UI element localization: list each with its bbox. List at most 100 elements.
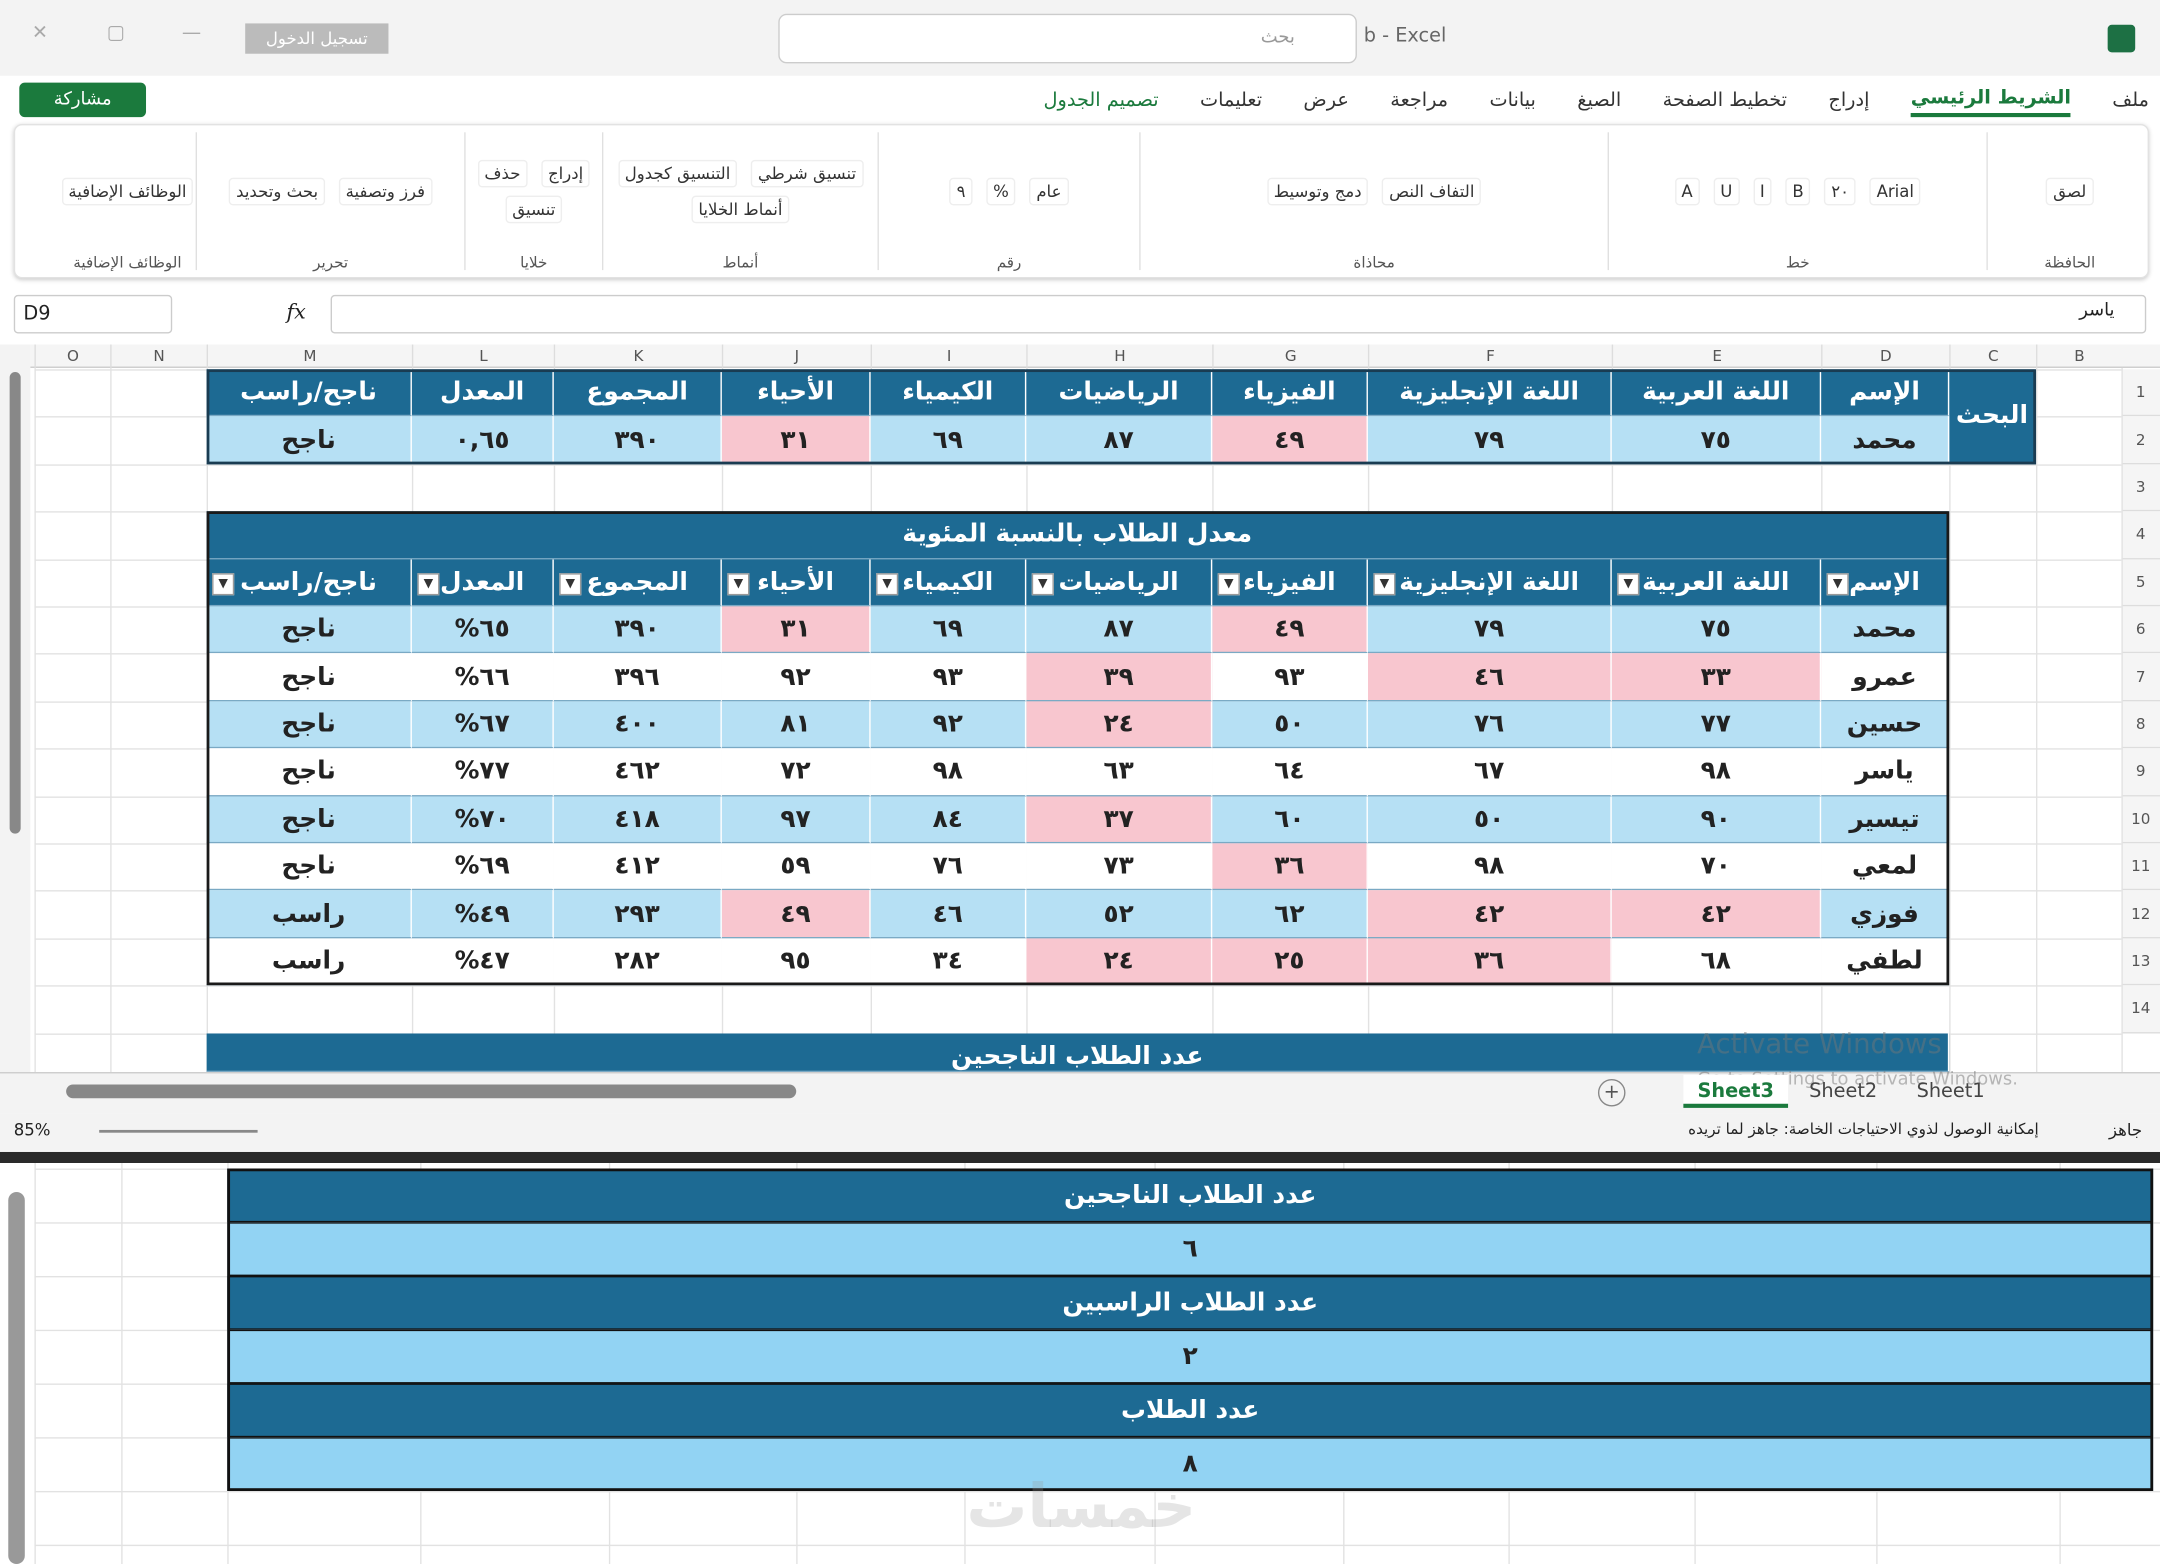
ribbon-tab[interactable]: ملف: [2112, 88, 2149, 111]
sheet-tab[interactable]: Sheet3: [1683, 1074, 1789, 1108]
grid-line: [2121, 367, 2123, 1073]
ribbon-button[interactable]: U: [1713, 177, 1740, 206]
window-control[interactable]: ▢: [106, 22, 125, 45]
summary-label: عدد الطلاب: [227, 1383, 2154, 1438]
column-header: K: [553, 344, 722, 368]
filter-button[interactable]: ▼: [1373, 572, 1396, 595]
ribbon-button[interactable]: دمج وتوسيط: [1266, 177, 1369, 206]
ribbon-group-name: خلايا: [520, 253, 548, 272]
table-cell: ٤١٢: [553, 843, 722, 891]
search-label: البحث: [1949, 369, 2037, 465]
table-cell: ٦٢: [1212, 890, 1368, 939]
ribbon-tab[interactable]: الشريط الرئيسي: [1910, 87, 2071, 118]
ribbon-tab[interactable]: الصيغ: [1577, 88, 1622, 111]
ribbon-button[interactable]: بحث وتحديد: [229, 177, 326, 206]
search-box[interactable]: [778, 13, 1357, 64]
ribbon-button[interactable]: ٢٠: [1824, 177, 1856, 206]
filter-button[interactable]: ▼: [1031, 572, 1054, 595]
ribbon-group-name: رقم: [996, 253, 1022, 272]
row-header: 13: [2121, 938, 2160, 986]
ribbon-button[interactable]: I: [1753, 177, 1772, 206]
fx-label: fx: [286, 299, 306, 324]
sheet-tab[interactable]: Sheet2: [1809, 1080, 1878, 1103]
ribbon-tab[interactable]: مراجعة: [1390, 88, 1449, 111]
table-cell: ٧٧: [1611, 701, 1822, 749]
add-sheet[interactable]: +: [1597, 1078, 1626, 1107]
table-header-cell: الكيمياء: [870, 369, 1027, 417]
table-header-cell: الكيمياء ▼: [870, 558, 1027, 607]
row-header: 2: [2121, 416, 2160, 465]
formula-input[interactable]: [330, 294, 2147, 334]
sheet-tab[interactable]: Sheet1: [1916, 1080, 1985, 1103]
ribbon-button[interactable]: %: [986, 177, 1016, 206]
ribbon-tab[interactable]: عرض: [1303, 88, 1349, 111]
ribbon-separator: [1139, 132, 1141, 271]
table-border: [206, 369, 2037, 465]
ribbon-group-name: تحرير: [313, 253, 349, 272]
ribbon-tab[interactable]: تخطيط الصفحة: [1662, 88, 1788, 111]
table-header-cell: الفيزياء: [1212, 369, 1368, 417]
table-cell: ٨٤: [870, 795, 1027, 844]
ribbon-group-items: إدراج حذف تنسيق: [468, 135, 599, 248]
ribbon-button[interactable]: Arial: [1869, 177, 1921, 206]
ribbon-group-items: Arial ٢٠ B I U A: [1612, 135, 1984, 248]
ribbon-button[interactable]: A: [1674, 177, 1700, 206]
horizontal-scroll-thumb: [66, 1084, 797, 1099]
ribbon-button[interactable]: B: [1785, 177, 1811, 206]
share-button[interactable]: مشاركة: [19, 82, 147, 118]
ribbon-button[interactable]: الوظائف الإضافية: [61, 177, 194, 206]
table-cell: ناجح: [206, 795, 412, 844]
column-header: C: [1949, 344, 2036, 368]
filter-button[interactable]: ▼: [727, 572, 750, 595]
table-header-cell: المجموع: [553, 369, 722, 417]
table-cell: ٧٣: [1026, 843, 1213, 891]
ribbon-button[interactable]: تنسيق شرطي: [750, 159, 864, 188]
table-cell: ٦٧: [1367, 748, 1612, 796]
ribbon-button[interactable]: لصق: [2046, 177, 2094, 206]
ribbon-button[interactable]: إدراج: [541, 159, 591, 188]
table-cell: محمد: [1821, 606, 1950, 654]
row-header: 11: [2121, 843, 2160, 891]
window-control[interactable]: —: [181, 22, 202, 45]
table-header-cell: اللغة الإنجليزية ▼: [1367, 558, 1612, 607]
table-cell: ٤٦: [870, 890, 1027, 939]
ribbon-button[interactable]: التنسيق كجدول: [617, 159, 738, 188]
sign-in-button[interactable]: تسجيل الدخول: [245, 23, 389, 54]
row-header: 8: [2121, 701, 2160, 749]
ribbon-tab[interactable]: تصميم الجدول: [1043, 88, 1159, 111]
table-header-cell: الإسم: [1821, 369, 1950, 417]
ribbon-tab[interactable]: تعليمات: [1200, 88, 1263, 111]
table-header-cell: الرياضيات: [1026, 369, 1213, 417]
window-control[interactable]: ✕: [31, 22, 49, 45]
filter-button[interactable]: ▼: [417, 572, 440, 595]
ribbon-button[interactable]: التفاف النص: [1382, 177, 1482, 206]
ribbon-tab[interactable]: بيانات: [1489, 88, 1536, 111]
filter-button[interactable]: ▼: [1217, 572, 1240, 595]
table-header-cell: المجموع ▼: [553, 558, 722, 607]
ribbon-button[interactable]: عام: [1029, 177, 1069, 206]
table-cell: ٠,٦٥: [411, 416, 554, 465]
zoom-level: 85%: [13, 1120, 51, 1140]
filter-button[interactable]: ▼: [1826, 572, 1849, 595]
ribbon-button[interactable]: تنسيق: [505, 195, 563, 224]
ribbon-button[interactable]: فرز وتصفية: [338, 177, 432, 206]
name-box[interactable]: D9: [13, 294, 173, 334]
ribbon-button[interactable]: ٩: [949, 177, 973, 206]
ribbon-button[interactable]: حذف: [477, 159, 528, 188]
table-cell: ٦٦%: [411, 653, 554, 702]
grid-line: [1949, 367, 1951, 1073]
ribbon-tab[interactable]: إدراج: [1828, 88, 1870, 111]
filter-button[interactable]: ▼: [559, 572, 582, 595]
filter-button[interactable]: ▼: [212, 572, 235, 595]
filter-button[interactable]: ▼: [1617, 572, 1640, 595]
table-cell: ٩٢: [870, 701, 1027, 749]
column-header-bar: [30, 344, 2160, 368]
column-header: I: [870, 344, 1027, 368]
table-header-cell: المعدل ▼: [411, 558, 554, 607]
ribbon-button[interactable]: أنماط الخلايا: [691, 195, 790, 224]
grid-line: [121, 1163, 123, 1564]
filter-button[interactable]: ▼: [876, 572, 899, 595]
table-cell: ٦٣: [1026, 748, 1213, 796]
